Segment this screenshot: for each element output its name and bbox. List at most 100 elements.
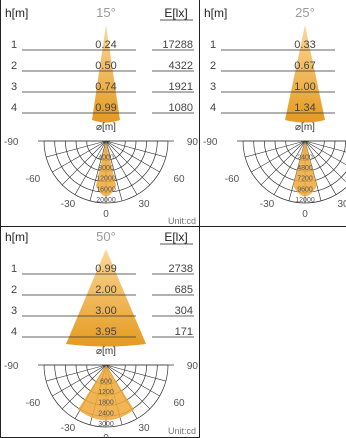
beam-panel-narrow: h[m] 15° E[lx] 1 0.24 17288 2 0.50 4322 3 0.74 1921…: [2, 3, 199, 226]
angle-label-right: 90: [187, 137, 199, 148]
height-value: 2: [210, 60, 216, 72]
diameter-value: 0.74: [95, 81, 116, 93]
polar-spoke: [105, 364, 151, 410]
unit-label: Unit:cd: [168, 216, 196, 226]
polar-spoke: [251, 140, 306, 173]
polar-spoke: [105, 140, 160, 173]
illuminance-value: 685: [175, 284, 193, 296]
beam-panel-wide: h[m] 50° E[lx] 1 0.99 2738 2 2.00 685 3 3.00 304 4 3.…: [2, 227, 199, 438]
diameter-value: 2.00: [95, 284, 116, 296]
polar-spoke: [304, 140, 346, 183]
illuminance-value: 171: [175, 326, 193, 338]
diameter-label: ⌀[m]: [295, 122, 315, 133]
polar-spoke: [61, 140, 107, 186]
diameter-value: 3.95: [95, 326, 116, 338]
polar-diagram: 2400 4800 7200 9600 12000: [237, 140, 346, 204]
angle-label-left: -60: [225, 174, 240, 185]
intensity-lobe: [96, 141, 116, 197]
angle-label-right: 30: [138, 199, 150, 210]
ring-label: 1800: [98, 400, 114, 407]
height-value: 2: [11, 284, 17, 296]
polar-spoke: [89, 140, 107, 201]
beam-cone: [92, 25, 120, 123]
polar-spoke: [52, 140, 107, 173]
angle-label-left: -90: [4, 137, 19, 148]
polar-spoke: [304, 140, 337, 195]
polar-spoke: [105, 140, 166, 158]
intensity-lobe: [293, 141, 317, 197]
angle-label-left: -90: [203, 137, 218, 148]
diameter-label: ⌀[m]: [96, 346, 116, 357]
height-value: 1: [11, 263, 17, 275]
illuminance-value: 304: [175, 305, 193, 317]
diameter-value: 0.67: [294, 60, 315, 72]
beam-angle-label: 50°: [96, 229, 116, 244]
height-value: 2: [11, 60, 17, 72]
angle-label-right: 30: [337, 199, 346, 210]
polar-spoke: [304, 140, 346, 153]
height-value: 3: [11, 81, 17, 93]
ring-label: 12000: [295, 197, 315, 204]
panel-graphic: h[m] 15° E[lx] 1 0.24 17288 2 0.50 4322 3 0.74 1921…: [4, 5, 199, 226]
polar-spoke: [52, 364, 107, 397]
beam-angle-label: 15°: [96, 5, 116, 20]
angle-label-center: 0: [103, 209, 109, 220]
diameter-value: 0.33: [294, 39, 315, 51]
illuminance-value: 1080: [169, 102, 193, 114]
polar-spoke: [105, 140, 138, 195]
diameter-value: 0.24: [95, 39, 116, 51]
angle-label-right: 60: [173, 398, 185, 409]
grid-line-vertical: [199, 0, 200, 438]
ring-label: 12000: [96, 176, 116, 183]
ring-label: 3000: [98, 421, 114, 428]
diameter-value: 0.99: [95, 102, 116, 114]
ring-label: 2400: [297, 154, 313, 161]
polar-ring: [242, 140, 346, 204]
grid-line-horizontal: [0, 226, 346, 227]
angle-label-left: -30: [61, 423, 76, 434]
diameter-label: ⌀[m]: [96, 122, 116, 133]
height-value: 3: [11, 305, 17, 317]
height-header: h[m]: [5, 6, 28, 20]
illuminance-value: 2738: [169, 263, 193, 275]
polar-diagram: 600 1200 1800 2400 3000: [38, 364, 174, 428]
ring-label: 20000: [96, 197, 116, 204]
panel-graphic: h[m] 50° E[lx] 1 0.99 2738 2 2.00 685 3 3.00 304 4 3.…: [4, 229, 199, 438]
empty-cell: [201, 227, 346, 435]
ring-label: 16000: [96, 186, 116, 193]
diameter-value: 1.00: [294, 81, 315, 93]
beam-cone: [285, 25, 325, 123]
angle-label-right: 30: [138, 423, 150, 434]
diameter-value: 0.50: [95, 60, 116, 72]
unit-label: Unit:cd: [168, 426, 196, 436]
diameter-value: 1.34: [294, 102, 315, 114]
ring-label: 9600: [297, 186, 313, 193]
ring-label: 7200: [297, 176, 313, 183]
beam-angle-label: 25°: [295, 5, 315, 20]
height-value: 4: [11, 326, 17, 338]
angle-label-left: -60: [26, 174, 41, 185]
polar-spoke: [260, 140, 306, 186]
polar-spoke: [273, 140, 306, 195]
ring-label: 600: [100, 378, 112, 385]
angle-label-center: 0: [103, 433, 109, 438]
height-header: h[m]: [204, 6, 227, 20]
polar-spoke: [304, 140, 346, 166]
ring-label: 2400: [98, 410, 114, 417]
grid-line-left-edge: [0, 0, 1, 438]
ring-label: 8000: [98, 165, 114, 172]
polar-diagram: 4000 8000 12000 16000 20000: [38, 140, 174, 204]
angle-label-right: 60: [173, 174, 185, 185]
polar-spoke: [105, 364, 166, 382]
panel-graphic: h[m]25°E[lx]10.331127720.67402031.001787…: [203, 5, 346, 220]
angle-label-left: -30: [61, 199, 76, 210]
illuminance-value: 4322: [169, 60, 193, 72]
height-value: 3: [210, 81, 216, 93]
ring-label: 4800: [297, 165, 313, 172]
angle-label-right: 90: [187, 361, 199, 372]
beam-cone: [66, 249, 146, 347]
intensity-lobe: [78, 365, 134, 421]
polar-spoke: [105, 364, 160, 397]
diameter-value: 3.00: [95, 305, 116, 317]
